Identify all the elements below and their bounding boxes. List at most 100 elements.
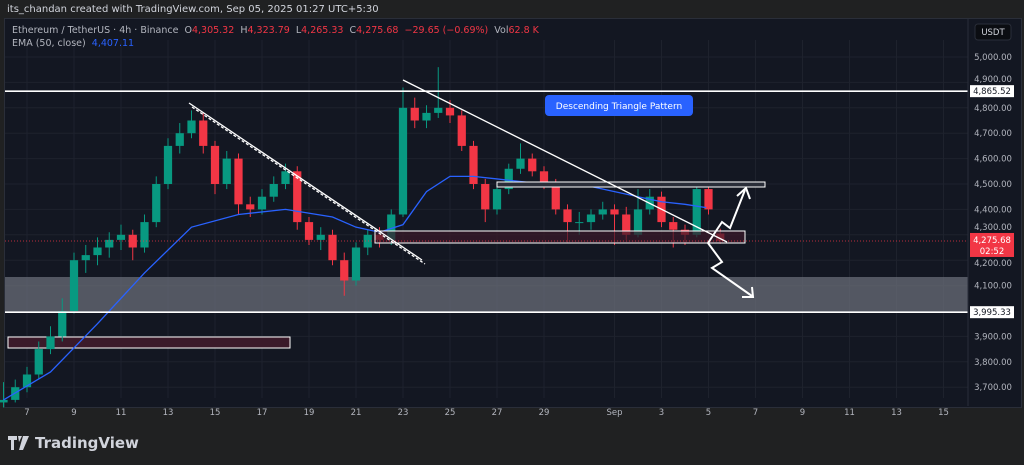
countdown-value: 02:52 xyxy=(980,247,1005,257)
time-tick-label: 13 xyxy=(891,408,902,418)
time-tick-label: 25 xyxy=(445,408,456,418)
ema-line xyxy=(3,175,707,401)
candle-body xyxy=(58,311,67,337)
candle-body xyxy=(457,115,466,146)
candle-body xyxy=(69,260,79,311)
candle-body xyxy=(128,234,137,248)
candle-body xyxy=(398,107,408,215)
channel-trendline-b[interactable] xyxy=(191,106,426,265)
time-tick-label: 13 xyxy=(163,408,174,418)
close-value: 4,275.68 xyxy=(356,25,399,36)
ema-label[interactable]: EMA (50, close) xyxy=(12,38,86,49)
candle-body xyxy=(516,158,525,169)
time-tick-label: 9 xyxy=(800,408,805,418)
candle-body xyxy=(351,247,361,281)
level-price-label: 3,995.33 xyxy=(973,308,1011,318)
candle-body xyxy=(481,184,490,210)
candle-body xyxy=(175,133,184,146)
descending-trendline[interactable] xyxy=(402,79,728,243)
candle-body xyxy=(187,120,196,134)
candle-body xyxy=(539,171,549,184)
candle-body xyxy=(105,239,114,248)
time-tick-label: 9 xyxy=(71,408,76,418)
channel-trendline-a[interactable] xyxy=(188,102,423,261)
open-value: 4,305.32 xyxy=(191,25,235,36)
last-price-tag: 4,275.68 02:52 xyxy=(970,232,1014,257)
volume-value: 62.8 K xyxy=(508,25,539,36)
candle-body xyxy=(152,184,161,223)
candle-body xyxy=(492,189,502,210)
tradingview-logo[interactable]: TradingView xyxy=(8,434,139,452)
last-price-value: 4,275.68 xyxy=(973,236,1011,246)
price-tick-label: 4,600.00 xyxy=(974,155,1012,165)
price-tick-label: 4,800.00 xyxy=(974,104,1012,114)
candle-body xyxy=(46,336,55,350)
time-axis[interactable]: 7 9 11 13 15 17 19 21 23 25 27 29 Sep 3 5 7 9 11 13 15 xyxy=(24,408,949,418)
candle-body xyxy=(633,209,643,235)
candle-body xyxy=(281,171,290,184)
bearish-arrow-head xyxy=(742,286,755,298)
high-label: H xyxy=(240,25,248,36)
candle-body xyxy=(410,107,419,121)
price-tick-label: 4,900.00 xyxy=(974,75,1012,85)
ema-row: EMA (50, close) 4,407.11 xyxy=(12,37,539,50)
candle-body xyxy=(528,158,537,172)
price-tick-label: 4,200.00 xyxy=(974,259,1012,269)
candle-body xyxy=(163,145,173,184)
candle-body xyxy=(293,171,302,223)
bullish-path-arrow xyxy=(707,189,746,244)
ohlc-row: Ethereum / TetherUS · 4h · Binance O4,30… xyxy=(12,24,539,37)
callout-text: Descending Triangle Pattern xyxy=(556,102,682,112)
candle-body xyxy=(598,209,607,215)
bullish-arrow-head xyxy=(736,186,751,200)
tradingview-logo-icon xyxy=(8,436,29,450)
candle-body xyxy=(0,399,8,403)
high-value: 4,323.79 xyxy=(247,25,290,36)
demand-zone xyxy=(5,277,968,313)
candle-body xyxy=(704,189,713,210)
price-tick-label: 4,100.00 xyxy=(974,282,1012,292)
ema-value: 4,407.11 xyxy=(91,38,135,49)
candle-body xyxy=(210,145,220,184)
time-tick-label: 5 xyxy=(706,408,711,418)
candle-body xyxy=(234,158,243,205)
candle-body xyxy=(387,214,396,240)
symbol-label[interactable]: Ethereum / TetherUS · 4h · Binance xyxy=(12,25,179,36)
candle-body xyxy=(257,196,267,210)
volume-label: Vol xyxy=(494,25,509,36)
candle-body xyxy=(563,209,572,223)
candle-body xyxy=(692,189,701,235)
time-tick-label: 21 xyxy=(351,408,362,418)
level-price-label: 4,865.52 xyxy=(973,87,1011,97)
candle-body xyxy=(304,222,314,240)
time-tick-label: 19 xyxy=(304,408,315,418)
currency-label: USDT xyxy=(981,28,1005,38)
currency-button[interactable] xyxy=(974,23,1012,41)
open-label: O xyxy=(184,25,192,36)
price-axis[interactable]: 5,000.00 4,900.00 4,800.00 4,700.00 4,600.00… xyxy=(974,53,1012,393)
candle-body xyxy=(269,184,278,197)
support-zone-box xyxy=(374,230,746,244)
candle-body xyxy=(22,374,32,388)
bearish-path-arrow xyxy=(707,242,753,297)
low-label: L xyxy=(295,25,302,36)
candle-body xyxy=(445,107,455,116)
candles xyxy=(0,67,725,408)
resistance-zone-box xyxy=(496,181,766,188)
close-label: C xyxy=(349,25,357,36)
time-tick-label: 29 xyxy=(539,408,550,418)
candle-body xyxy=(610,209,619,215)
price-tick-label: 3,900.00 xyxy=(974,332,1012,342)
candle-body xyxy=(34,349,43,375)
candle-body xyxy=(222,158,231,184)
candle-body xyxy=(140,222,149,248)
candle-body xyxy=(363,234,372,248)
candle-body xyxy=(504,168,513,190)
time-tick-label: 11 xyxy=(844,408,855,418)
candle-body xyxy=(622,214,631,235)
price-tick-label: 4,700.00 xyxy=(974,129,1012,139)
pattern-callout[interactable]: Descending Triangle Pattern xyxy=(530,95,693,128)
candle-body xyxy=(328,234,337,261)
low-value: 4,265.33 xyxy=(301,25,344,36)
